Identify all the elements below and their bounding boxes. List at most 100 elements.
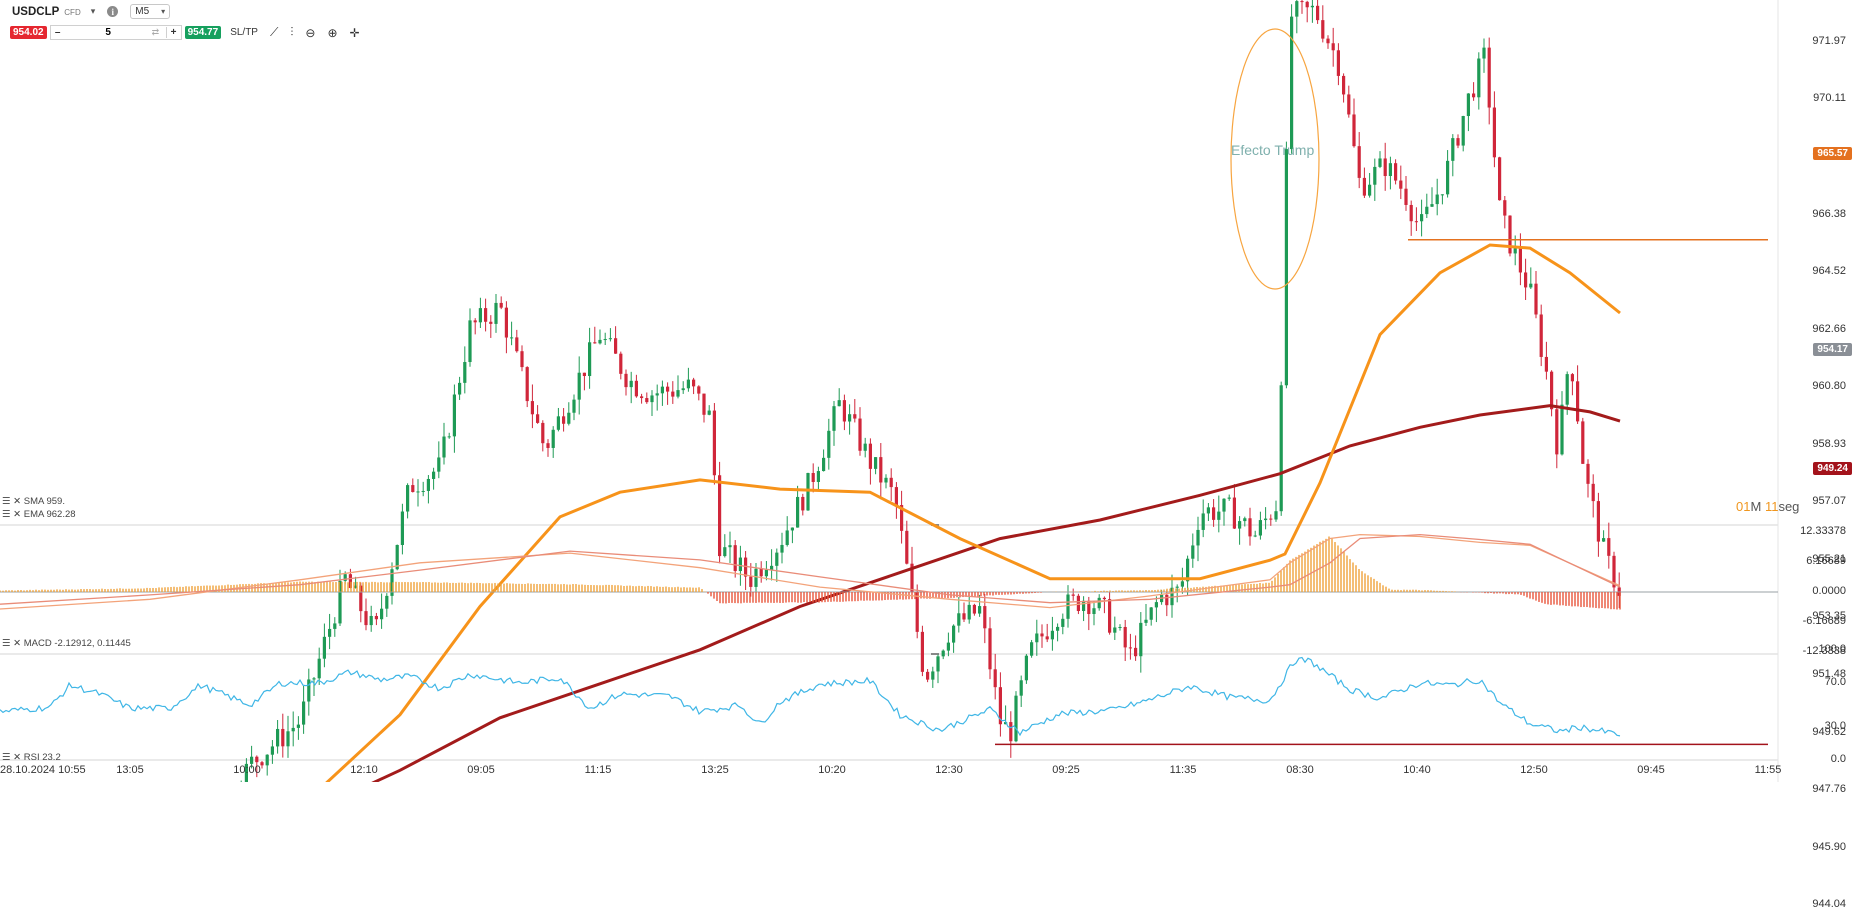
candle: [629, 371, 633, 404]
candle: [827, 418, 831, 470]
candle: [785, 516, 789, 547]
candle-body: [634, 380, 638, 397]
candle-body: [796, 496, 800, 528]
candle: [905, 520, 909, 565]
info-icon[interactable]: i: [107, 6, 119, 17]
price-axis-label: 947.76: [1812, 783, 1846, 796]
candle: [312, 677, 316, 696]
decrease-button[interactable]: –: [54, 27, 61, 38]
sltp-button[interactable]: SL/TP: [230, 27, 258, 38]
candle: [406, 483, 410, 519]
candle: [1045, 623, 1049, 643]
candle: [868, 438, 872, 485]
candle: [1118, 624, 1122, 631]
rsi-indicator-label[interactable]: ☰ ✕ RSI 23.2: [2, 752, 61, 763]
candle: [1451, 134, 1455, 177]
candle-body: [1409, 204, 1413, 222]
candle-body: [692, 379, 696, 387]
ema-indicator-label[interactable]: ☰ ✕ EMA 962.28: [2, 509, 76, 520]
candle: [1102, 596, 1106, 614]
candle-body: [723, 547, 727, 557]
support-price-tag[interactable]: 949.24: [1813, 462, 1852, 475]
candle-body: [1492, 107, 1496, 158]
candle-body: [1565, 374, 1569, 405]
candle: [390, 562, 394, 605]
zoom-in-icon[interactable]: ⊕: [327, 25, 338, 40]
candle-body: [1222, 498, 1226, 512]
sell-button[interactable]: 954.02: [10, 26, 47, 39]
time-axis-label: 13:25: [701, 764, 729, 776]
candle-body: [494, 302, 498, 324]
candle: [733, 540, 737, 578]
candle: [447, 432, 451, 439]
macd-indicator-label[interactable]: ☰ ✕ MACD -2.12912, 0.11445: [2, 638, 131, 649]
candle: [572, 394, 576, 421]
candle-body: [1243, 518, 1247, 522]
candle: [494, 293, 498, 333]
candle-body: [1238, 521, 1242, 529]
candle-body: [504, 307, 508, 338]
candle: [1253, 530, 1257, 538]
candle-body: [1300, 1, 1304, 3]
quantity-input[interactable]: 5: [105, 27, 111, 38]
candle-body: [1227, 497, 1231, 499]
candle: [1071, 588, 1075, 601]
candle-body: [811, 472, 815, 482]
candle: [442, 422, 446, 465]
candle: [957, 597, 961, 633]
candle: [1539, 304, 1543, 367]
annotation-text[interactable]: Efecto Trump: [1231, 142, 1315, 158]
candle-body: [686, 379, 690, 389]
time-axis-label: 11:15: [584, 764, 612, 776]
candle-body: [1087, 600, 1091, 615]
candle-body: [1290, 16, 1294, 150]
chevron-down-icon: ▾: [161, 7, 166, 16]
candle: [1586, 459, 1590, 498]
price-axis-label: 962.66: [1812, 322, 1846, 335]
candle: [1368, 172, 1372, 198]
candle: [473, 318, 477, 335]
candle: [603, 332, 607, 345]
chart-canvas[interactable]: [0, 0, 1860, 782]
crosshair-icon[interactable]: ✛: [349, 25, 360, 40]
candle: [1409, 200, 1413, 236]
candle-body: [1191, 545, 1195, 559]
candle-body: [1596, 501, 1600, 542]
candle-body: [1560, 404, 1564, 455]
resistance-price-tag[interactable]: 965.57: [1813, 147, 1852, 160]
candle-body: [1425, 206, 1429, 215]
increase-button[interactable]: +: [165, 27, 181, 38]
symbol-label[interactable]: USDCLP: [12, 5, 60, 18]
candle-body: [775, 552, 779, 566]
candle-body: [525, 367, 529, 402]
price-axis-label: 945.90: [1812, 840, 1846, 853]
time-axis-label: 13:05: [116, 764, 144, 776]
candle-body: [1383, 158, 1387, 177]
candle-body: [827, 430, 831, 458]
symbol-dropdown-icon[interactable]: ▾: [90, 6, 96, 16]
candle: [291, 711, 295, 747]
candle: [1290, 4, 1294, 154]
candle-body: [614, 338, 618, 354]
zoom-out-icon[interactable]: ⊖: [305, 25, 316, 40]
candle-body: [536, 414, 540, 423]
candle: [598, 329, 602, 345]
sma-indicator-label[interactable]: ☰ ✕ SMA 959.: [2, 496, 65, 507]
candle: [463, 346, 467, 394]
line-chart-icon[interactable]: ⟋: [269, 25, 279, 39]
candle-body: [1326, 38, 1330, 44]
swap-icon[interactable]: ⇄: [151, 27, 160, 37]
timeframe-select[interactable]: M5 ▾: [130, 4, 171, 19]
candle-body: [437, 457, 441, 472]
sma-line: [371, 404, 1621, 782]
candle: [879, 443, 883, 500]
price-axis-label: 971.97: [1812, 35, 1846, 47]
timer-minutes: 01: [1736, 499, 1751, 514]
indicators-icon[interactable]: ⫶: [290, 25, 294, 39]
candle-body: [1128, 647, 1132, 649]
buy-button[interactable]: 954.77: [184, 26, 222, 39]
quantity-stepper[interactable]: – 5 ⇄ +: [49, 25, 182, 40]
candle: [749, 563, 753, 597]
rsi-axis-label: 70.0: [1824, 676, 1846, 688]
candle: [1061, 613, 1065, 635]
